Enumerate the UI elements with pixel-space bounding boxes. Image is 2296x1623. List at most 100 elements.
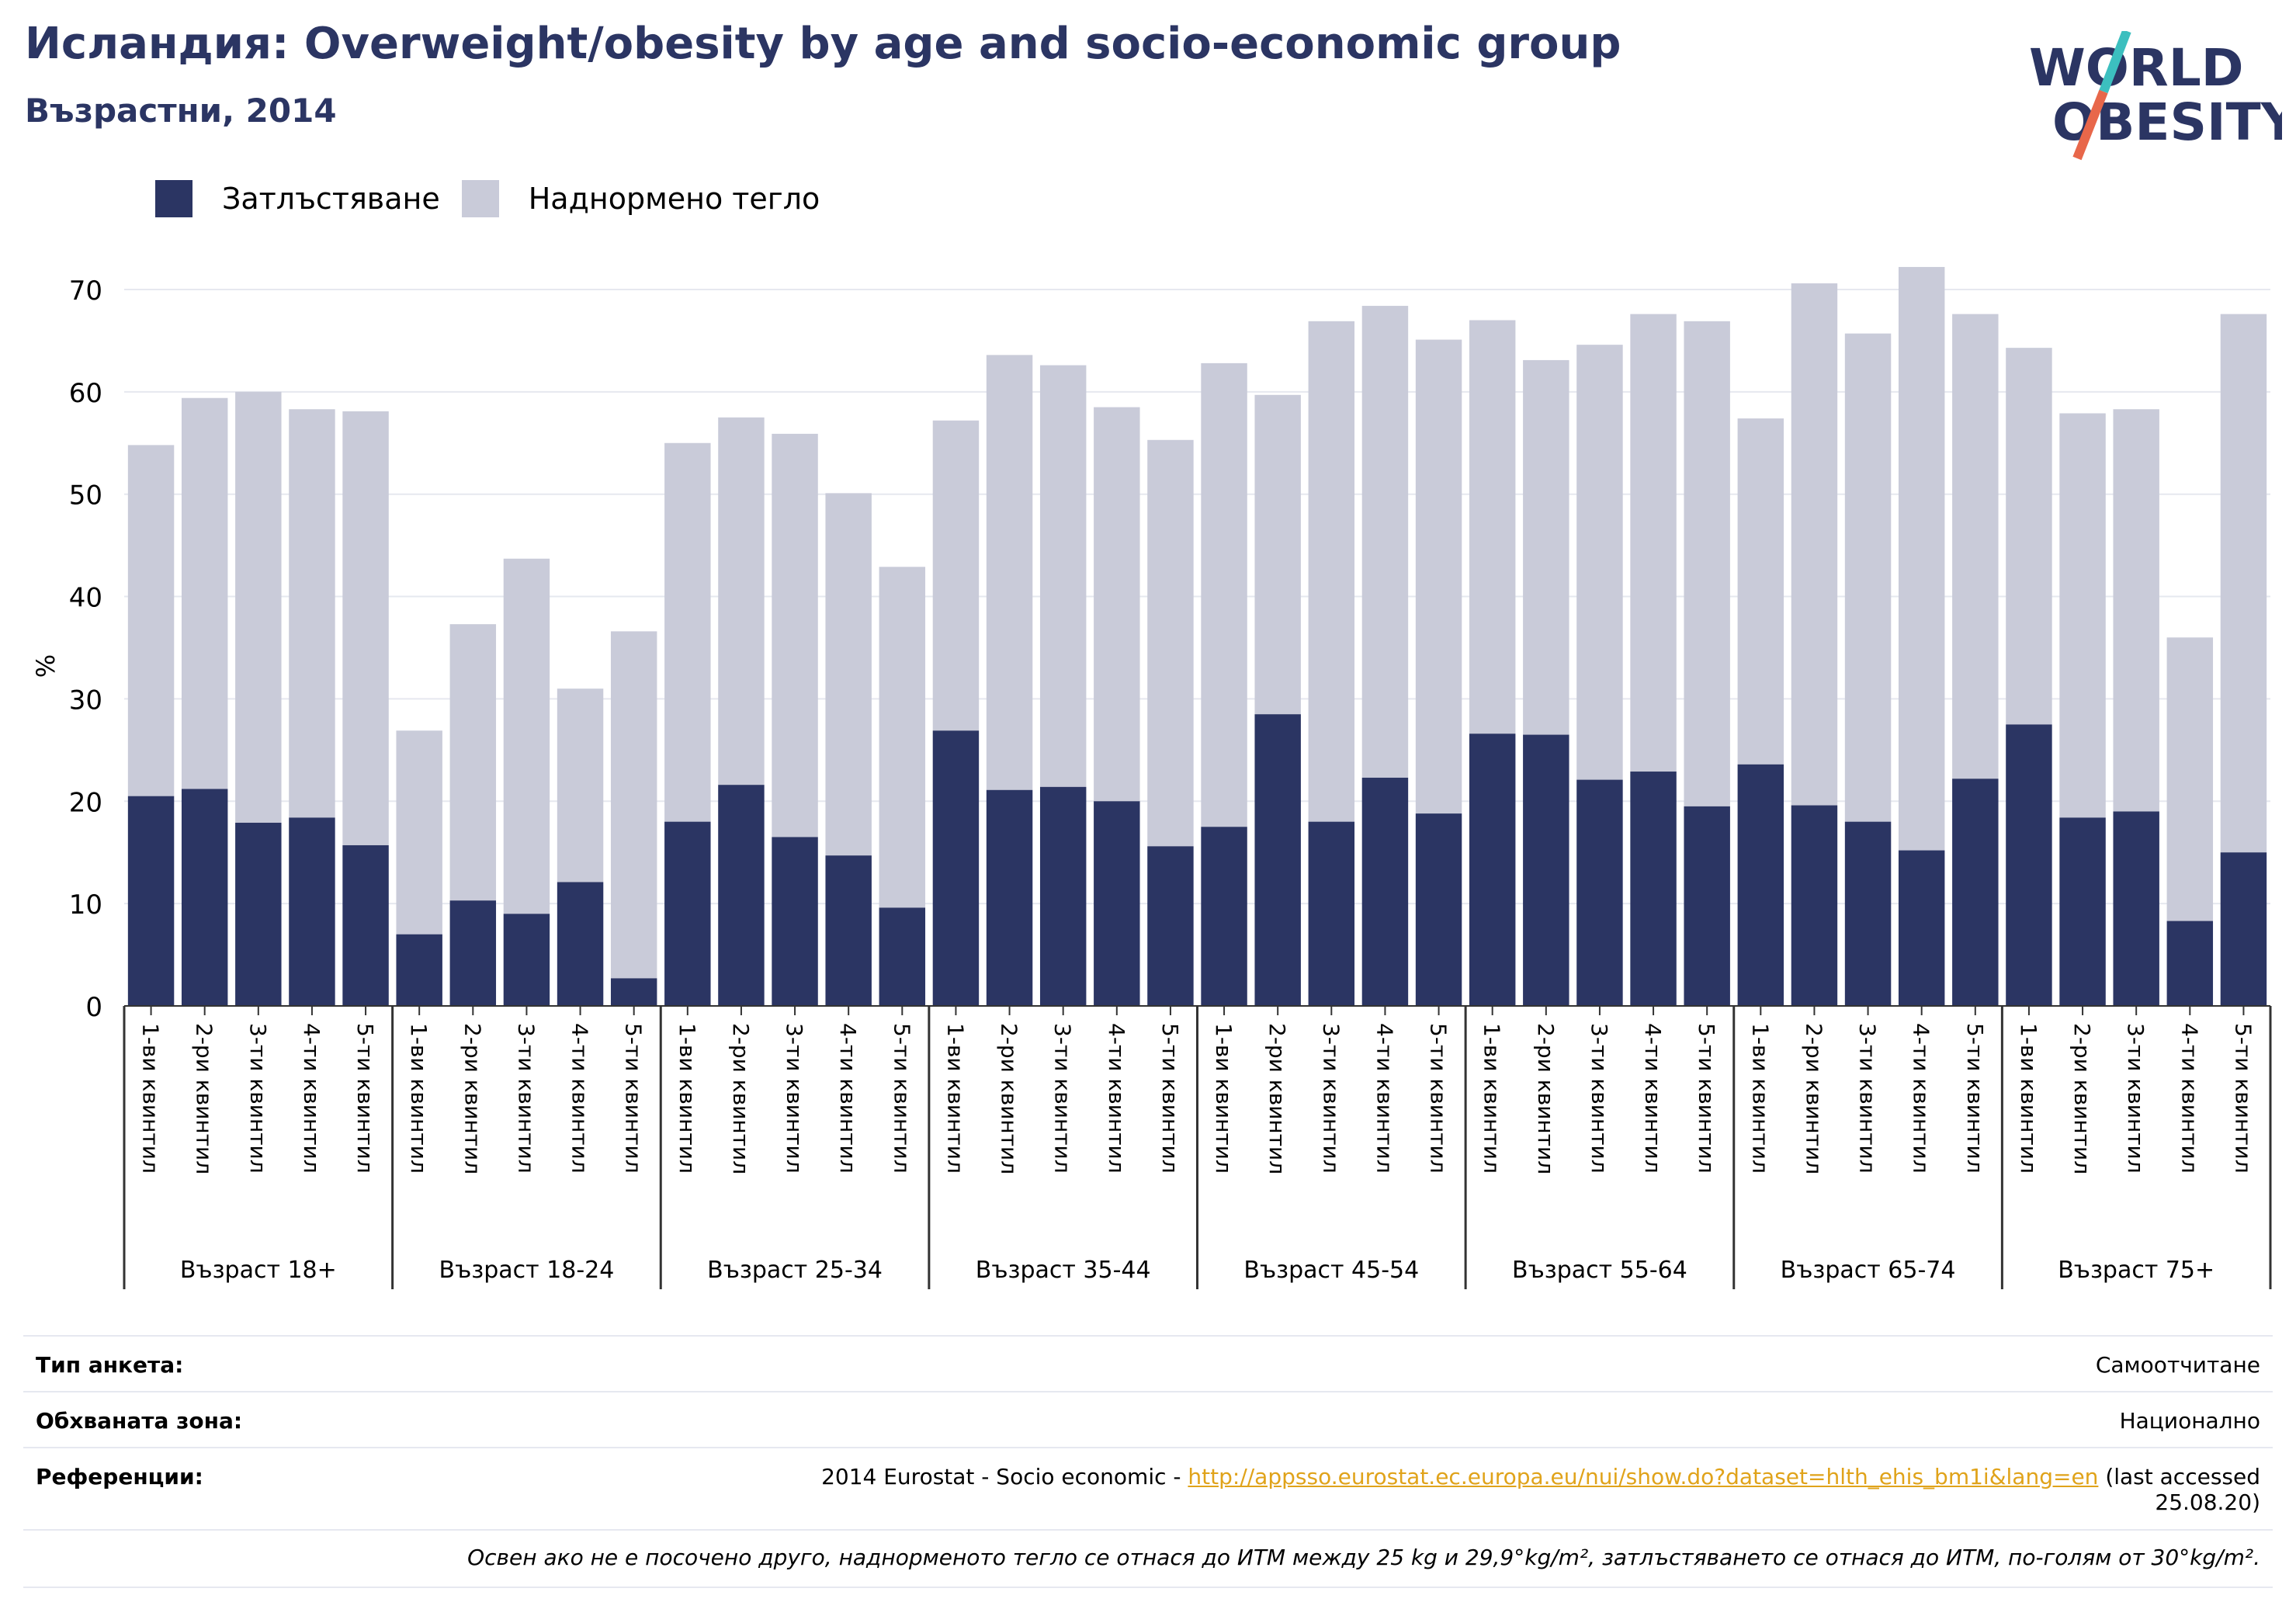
bar-overweight xyxy=(1898,266,1945,851)
bar-obesity xyxy=(772,837,818,1006)
x-tick-label: 5-ти квинтил xyxy=(1157,1023,1183,1174)
bar-obesity xyxy=(1094,801,1140,1006)
bar-overweight xyxy=(1147,439,1194,847)
coverage-label: Обхваната зона: xyxy=(36,1408,243,1434)
group-label: Възраст 25-34 xyxy=(707,1257,883,1284)
bar-overweight xyxy=(557,688,604,883)
bar-overweight xyxy=(1576,345,1623,780)
bar-overweight xyxy=(2113,409,2159,812)
bar-obesity xyxy=(1201,827,1247,1006)
legend-label-obesity: Затлъстяване xyxy=(222,182,440,216)
bar-obesity xyxy=(1737,764,1784,1006)
bar-overweight xyxy=(1254,394,1301,715)
logo-slash-top xyxy=(2099,31,2131,94)
bar-overweight xyxy=(1469,320,1516,734)
x-tick-label: 3-ти квинтил xyxy=(1050,1023,1076,1174)
bar-obesity xyxy=(181,789,228,1006)
group-label: Възраст 18-24 xyxy=(439,1257,615,1284)
x-tick-label: 3-ти квинтил xyxy=(1587,1023,1612,1174)
x-tick-label: 4-ти квинтил xyxy=(1372,1023,1397,1174)
page-title: Исландия: Overweight/obesity by age and … xyxy=(25,19,1621,69)
reference-link[interactable]: http://appsso.eurostat.ec.europa.eu/nui/… xyxy=(1188,1464,2099,1489)
bar-obesity xyxy=(610,978,657,1006)
bar-overweight xyxy=(1737,418,1784,765)
bar-obesity xyxy=(986,789,1033,1006)
definition-note: Освен ако не е посочено друго, наднормен… xyxy=(467,1545,2260,1570)
x-tick-label: 2-ри квинтил xyxy=(192,1023,217,1174)
bar-overweight xyxy=(449,624,497,901)
group-label: Възраст 55-64 xyxy=(1512,1257,1687,1284)
x-tick-label: 2-ри квинтил xyxy=(1801,1023,1826,1174)
bar-obesity xyxy=(2006,724,2052,1006)
bar-obesity xyxy=(1898,850,1945,1006)
x-tick-label: 4-ти квинтил xyxy=(1909,1023,1934,1174)
bar-obesity xyxy=(664,821,711,1006)
bar-overweight xyxy=(664,442,711,822)
x-tick-label: 2-ри квинтил xyxy=(1264,1023,1290,1174)
bar-obesity xyxy=(235,822,282,1006)
group-label: Възраст 45-54 xyxy=(1243,1257,1419,1284)
legend-swatch-overweight xyxy=(461,180,499,217)
x-tick-label: 4-ти квинтил xyxy=(567,1023,593,1174)
bar-overweight xyxy=(932,420,980,731)
bar-obesity xyxy=(449,900,497,1006)
group-label: Възраст 35-44 xyxy=(976,1257,1151,1284)
x-tick-label: 1-ви квинтил xyxy=(1747,1023,1773,1174)
x-tick-label: 1-ви квинтил xyxy=(675,1023,700,1174)
bar-obesity xyxy=(1630,772,1677,1006)
bar-obesity xyxy=(557,882,604,1006)
stacked-bar-chart: 0 10 20 30 40 50 60 70% 1-ви квинтил 2-ри квинтил… xyxy=(31,266,2272,1289)
bar-obesity xyxy=(879,907,926,1006)
x-tick-label: 1-ви квинтил xyxy=(1211,1023,1236,1174)
bar-obesity xyxy=(289,817,335,1006)
x-tick-label: 2-ри квинтил xyxy=(1533,1023,1559,1174)
reference-date: 25.08.20) xyxy=(2155,1489,2260,1515)
bar-overweight xyxy=(127,445,175,796)
bar-obesity xyxy=(342,844,389,1006)
x-tick-label: 2-ри квинтил xyxy=(997,1023,1022,1174)
legend-label-overweight: Наднормено тегло xyxy=(528,182,820,216)
bar-obesity xyxy=(1361,777,1409,1006)
definition-note-row: Освен ако не е посочено друго, наднормен… xyxy=(23,1529,2273,1588)
bar-obesity xyxy=(718,785,765,1006)
bar-overweight xyxy=(1094,407,1140,802)
x-tick-label: 4-ти квинтил xyxy=(2176,1023,2202,1174)
bar-obesity xyxy=(1469,733,1516,1006)
x-tick-label: 2-ри квинтил xyxy=(2069,1023,2095,1174)
survey-type-value: Самоотчитане xyxy=(2095,1352,2260,1378)
world-obesity-logo: WORLD OBESITY xyxy=(2029,31,2282,161)
x-tick-label: 1-ви квинтил xyxy=(942,1023,968,1174)
x-tick-label: 3-ти квинтил xyxy=(2123,1023,2149,1174)
bar-obesity xyxy=(1523,734,1569,1006)
x-tick-label: 5-ти квинтил xyxy=(2230,1023,2256,1174)
bar-overweight xyxy=(289,409,335,818)
reference-suffix: (last accessed xyxy=(2098,1464,2260,1489)
x-tick-label: 5-ти квинтил xyxy=(1694,1023,1719,1174)
page-subtitle: Възрастни, 2014 xyxy=(25,92,337,130)
x-tick-label: 5-ти квинтил xyxy=(889,1023,914,1174)
bar-obesity xyxy=(2113,811,2159,1006)
y-tick-label: 30 xyxy=(69,685,102,716)
x-tick-label: 2-ри квинтил xyxy=(460,1023,485,1174)
y-tick-label: 20 xyxy=(69,787,102,818)
bar-obesity xyxy=(1147,846,1194,1006)
references-row: Референции: 2014 Eurostat - Socio econom… xyxy=(23,1447,2273,1529)
legend-item-overweight[interactable]: Наднормено тегло xyxy=(461,180,820,217)
x-tick-label: 3-ти квинтил xyxy=(245,1023,271,1174)
bar-overweight xyxy=(1201,362,1247,827)
bar-overweight xyxy=(396,730,442,935)
group-label: Възраст 18+ xyxy=(180,1257,337,1284)
group-label: Възраст 65-74 xyxy=(1781,1257,1956,1284)
bar-overweight xyxy=(610,631,657,979)
bar-obesity xyxy=(1844,821,1892,1006)
bar-overweight xyxy=(1952,314,1999,779)
legend-swatch-obesity xyxy=(155,180,192,217)
x-tick-label: 5-ти квинтил xyxy=(1426,1023,1451,1174)
legend-item-obesity[interactable]: Затлъстяване xyxy=(155,180,440,217)
x-tick-label: 3-ти квинтил xyxy=(1318,1023,1344,1174)
bar-obesity xyxy=(1576,779,1623,1006)
logo-slash-bottom xyxy=(2072,89,2108,161)
x-tick-label: 3-ти квинтил xyxy=(513,1023,539,1174)
survey-type-row: Тип анкета: Самоотчитане xyxy=(23,1335,2273,1391)
bar-obesity xyxy=(1308,821,1355,1006)
